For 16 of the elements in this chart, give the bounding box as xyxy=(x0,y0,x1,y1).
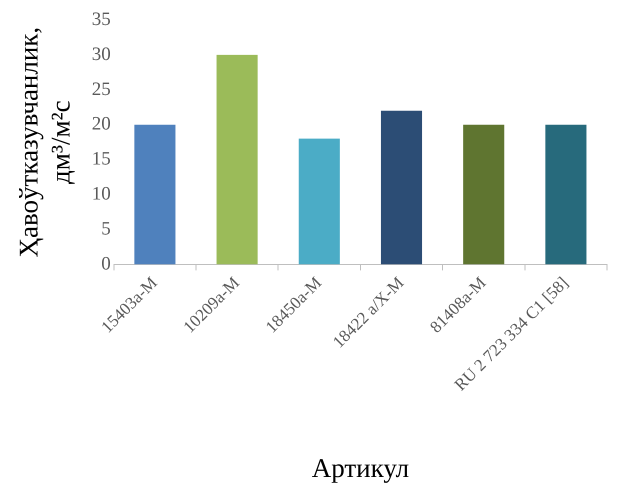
bar xyxy=(463,124,504,264)
bar xyxy=(216,54,258,264)
y-tick-label: 0 xyxy=(101,253,111,274)
y-tick-label: 5 xyxy=(101,218,111,240)
y-tick-label: 30 xyxy=(92,44,111,65)
bar xyxy=(380,110,422,264)
y-tick-label: 20 xyxy=(92,114,111,135)
y-tick-label: 25 xyxy=(92,78,111,100)
y-tick-label: 10 xyxy=(92,184,111,204)
bar xyxy=(134,124,176,264)
y-axis-title: Ҳавоўтказувчанлик, дм³/м²с xyxy=(13,26,76,258)
y-tick-label: 35 xyxy=(92,8,111,30)
bar xyxy=(298,138,340,264)
y-tick-label: 15 xyxy=(92,148,111,170)
x-axis-title: Артикул xyxy=(312,452,410,483)
bar xyxy=(545,124,586,264)
